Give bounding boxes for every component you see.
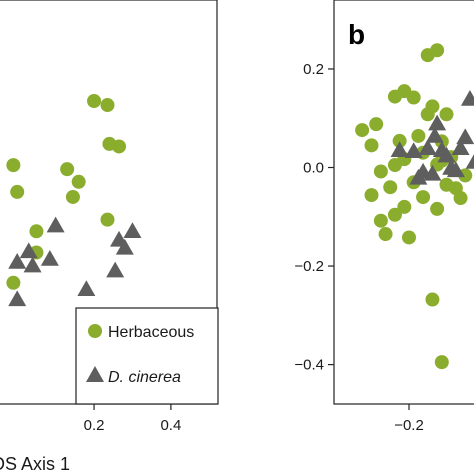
d-cinerea-point xyxy=(8,290,27,307)
d-cinerea-point xyxy=(106,261,125,278)
herbaceous-point xyxy=(112,139,127,154)
d-cinerea-point xyxy=(451,139,470,156)
y-tick-label: 0.0 xyxy=(303,160,324,177)
herbaceous-point xyxy=(373,213,388,228)
d-cinerea-point xyxy=(418,139,437,156)
d-cinerea-point xyxy=(23,256,42,273)
d-cinerea-point xyxy=(425,126,444,143)
panel-b-points xyxy=(355,43,474,370)
herbaceous-point xyxy=(453,191,468,206)
d-cinerea-point xyxy=(465,154,474,169)
legend-circle-icon xyxy=(88,324,102,338)
herbaceous-point xyxy=(29,224,44,239)
herbaceous-point xyxy=(355,123,370,138)
herbaceous-point xyxy=(100,98,115,113)
legend-label-d-cinerea: D. cinerea xyxy=(108,369,181,386)
d-cinerea-point xyxy=(390,141,409,157)
herbaceous-point xyxy=(406,90,421,105)
herbaceous-point xyxy=(392,133,407,148)
herbaceous-point xyxy=(369,117,384,132)
d-cinerea-point xyxy=(404,142,423,158)
herbaceous-point xyxy=(387,207,402,222)
legend-label-herbaceous: Herbaceous xyxy=(108,324,194,341)
herbaceous-point xyxy=(425,292,440,307)
herbaceous-point xyxy=(430,201,445,216)
x-tick-label: 0.4 xyxy=(160,417,181,434)
herbaceous-point xyxy=(6,275,21,290)
herbaceous-point xyxy=(397,199,412,214)
d-cinerea-point xyxy=(428,114,447,131)
x-tick-label: 0.2 xyxy=(84,417,105,434)
herbaceous-point xyxy=(10,184,25,199)
herbaceous-point xyxy=(402,230,416,245)
panel-a: 0.2 0.4 DS Axis 1 Herbaceous D. cinerea xyxy=(0,0,219,474)
d-cinerea-point xyxy=(123,222,142,238)
herbaceous-point xyxy=(383,180,398,195)
herbaceous-point xyxy=(411,128,426,143)
panel-b-y-ticks: 0.2 0.0 −0.2 −0.4 xyxy=(294,61,334,374)
y-tick-label: 0.2 xyxy=(303,61,324,78)
herbaceous-point xyxy=(416,190,431,205)
panel-b: 0.2 0.0 −0.2 −0.4 −0.2 b xyxy=(294,0,474,434)
d-cinerea-point xyxy=(456,128,474,145)
d-cinerea-point xyxy=(19,242,38,259)
herbaceous-point xyxy=(87,94,102,108)
d-cinerea-point xyxy=(460,89,474,106)
d-cinerea-point xyxy=(115,238,134,255)
d-cinerea-point xyxy=(423,164,442,181)
y-tick-label: −0.4 xyxy=(294,357,324,374)
d-cinerea-point xyxy=(77,280,96,297)
herbaceous-point xyxy=(434,355,449,370)
d-cinerea-point xyxy=(40,250,59,266)
herbaceous-point xyxy=(65,189,80,204)
d-cinerea-point xyxy=(409,168,428,185)
herbaceous-point xyxy=(378,227,393,242)
herbaceous-point xyxy=(387,89,402,104)
legend-triangle-icon xyxy=(86,366,104,382)
d-cinerea-point xyxy=(437,146,456,163)
d-cinerea-point xyxy=(446,161,465,178)
panel-b-x-ticks: −0.2 xyxy=(394,404,424,434)
herbaceous-point xyxy=(439,107,454,122)
herbaceous-point xyxy=(100,212,115,227)
d-cinerea-point xyxy=(8,253,27,269)
panel-a-x-axis-title: DS Axis 1 xyxy=(0,454,70,474)
d-cinerea-point xyxy=(46,216,65,233)
legend: Herbaceous D. cinerea xyxy=(75,307,219,405)
herbaceous-point xyxy=(430,43,445,58)
panel-a-points xyxy=(6,94,142,307)
herbaceous-point xyxy=(373,164,388,179)
legend-box xyxy=(75,307,219,405)
panel-b-label: b xyxy=(348,19,365,50)
y-tick-label: −0.2 xyxy=(294,258,324,275)
herbaceous-point xyxy=(71,174,86,189)
herbaceous-point xyxy=(364,188,379,203)
herbaceous-point xyxy=(425,99,440,114)
herbaceous-point xyxy=(60,162,75,177)
x-tick-label: −0.2 xyxy=(394,417,424,434)
herbaceous-point xyxy=(364,138,379,153)
herbaceous-point xyxy=(6,158,21,173)
panel-a-x-ticks: 0.2 0.4 xyxy=(84,404,181,434)
